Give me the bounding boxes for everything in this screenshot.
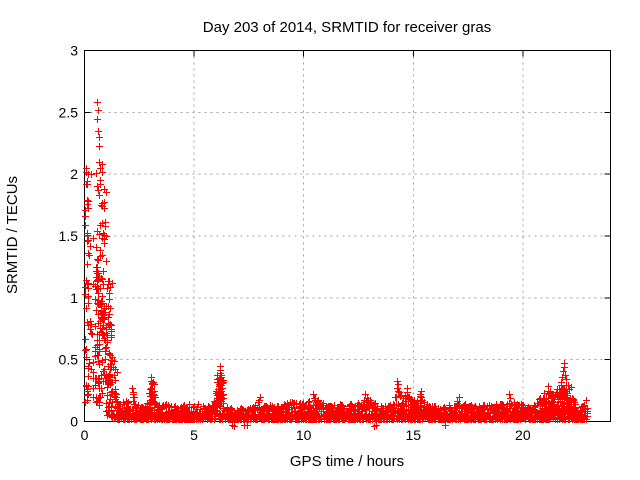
- chart-title: Day 203 of 2014, SRMTID for receiver gra…: [203, 19, 491, 36]
- y-tick-label: 0.5: [59, 352, 79, 368]
- x-tick-label: 5: [190, 427, 198, 443]
- y-tick-label: 2.5: [59, 104, 79, 120]
- x-tick-label: 15: [405, 427, 421, 443]
- y-tick-label: 0: [70, 414, 78, 430]
- axis-tick-labels: 0 5 10 15 20 0 0.5 1 1.5 2 2.5 3: [59, 43, 531, 444]
- grid-lines: [84, 50, 611, 422]
- x-tick-label: 0: [81, 427, 89, 443]
- grid-line-path: [84, 50, 611, 422]
- x-tick-label: 10: [296, 427, 312, 443]
- y-tick-label: 1.5: [59, 228, 79, 244]
- x-axis-label: GPS time / hours: [290, 453, 404, 470]
- y-tick-label: 3: [70, 43, 78, 59]
- srmtid-plus-markers: [82, 99, 591, 430]
- y-tick-label: 2: [70, 166, 78, 182]
- y-tick-label: 1: [70, 290, 78, 306]
- y-axis-label: SRMTID / TECUs: [4, 176, 21, 294]
- x-tick-label: 20: [515, 427, 531, 443]
